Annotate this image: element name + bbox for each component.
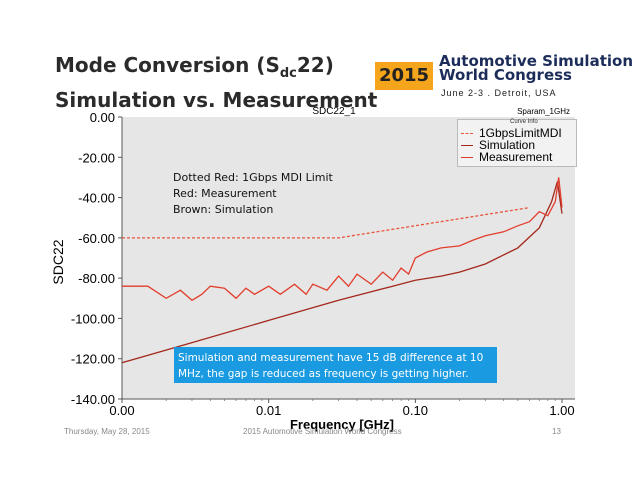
- congress-logo: 2015 Automotive Simulation World Congres…: [375, 52, 633, 102]
- title-prefix: Mode Conversion (S: [55, 53, 280, 77]
- y-tick-label: -100.00: [71, 311, 115, 326]
- logo-title-line-1: Automotive Simulation: [439, 52, 633, 70]
- legend-swatch-measurement: [461, 157, 473, 159]
- y-tick-label: -60.00: [78, 231, 115, 246]
- footer-event: 2015 Automotive Simulation World Congres…: [243, 427, 402, 436]
- logo-year: 2015: [375, 62, 433, 90]
- simulation-series-line: [121, 181, 563, 364]
- legend-header: Curve Info: [510, 119, 538, 125]
- limit-series-line: [122, 206, 530, 239]
- legend-label-limit: 1GbpsLimitMDI: [479, 126, 562, 140]
- y-tick-label: -20.00: [78, 150, 115, 165]
- legend-item-simulation: Simulation: [461, 139, 535, 151]
- x-tick-label: 0.10: [403, 403, 428, 418]
- logo-date: June 2-3 . Detroit, USA: [441, 88, 557, 98]
- series-key-annotation: Dotted Red: 1Gbps MDI Limit Red: Measure…: [173, 170, 333, 218]
- y-axis-label: SDC22: [50, 239, 66, 284]
- annotation-simulation: Brown: Simulation: [173, 203, 274, 216]
- title-line-1: Mode Conversion (Sdc22): [55, 52, 377, 87]
- y-tick-label: -120.00: [71, 352, 115, 367]
- y-tick-label: -40.00: [78, 191, 115, 206]
- annotation-measurement: Red: Measurement: [173, 187, 277, 200]
- x-tick-label: 0.00: [109, 403, 134, 418]
- annotation-limit: Dotted Red: 1Gbps MDI Limit: [173, 171, 333, 184]
- title-line-2: Simulation vs. Measurement: [55, 88, 378, 112]
- title-suffix: 22): [296, 53, 334, 77]
- y-tick-label: -80.00: [78, 271, 115, 286]
- x-tick-label: 1.00: [549, 403, 574, 418]
- measurement-series-line: [122, 177, 563, 302]
- legend-item-measurement: Measurement: [461, 151, 552, 163]
- plot-name: Sparam_1GHz: [517, 107, 570, 116]
- legend-swatch-simulation: [461, 145, 473, 147]
- legend-label-measurement: Measurement: [479, 150, 553, 164]
- legend-item-limit: 1GbpsLimitMDI: [461, 127, 562, 139]
- x-tick-label: 0.01: [256, 403, 281, 418]
- y-tick-label: -140.00: [71, 392, 115, 407]
- y-tick-label: 0.00: [90, 110, 115, 125]
- comparison-note: Simulation and measurement have 15 dB di…: [174, 347, 497, 383]
- chart-title: SDC22_1: [312, 106, 356, 117]
- legend-label-simulation: Simulation: [479, 138, 536, 152]
- page-number: 13: [552, 427, 561, 436]
- footer-date: Thursday, May 28, 2015: [64, 427, 150, 436]
- slide-title: Mode Conversion (Sdc22) Simulation vs. M…: [55, 52, 377, 113]
- title-subscript: dc: [279, 66, 297, 81]
- x-axis-label: Frequency [GHz]: [290, 417, 394, 432]
- legend: Curve Info 1GbpsLimitMDI Simulation Meas…: [457, 119, 577, 167]
- logo-title-line-2: World Congress: [439, 66, 572, 84]
- legend-swatch-limit: [461, 133, 473, 135]
